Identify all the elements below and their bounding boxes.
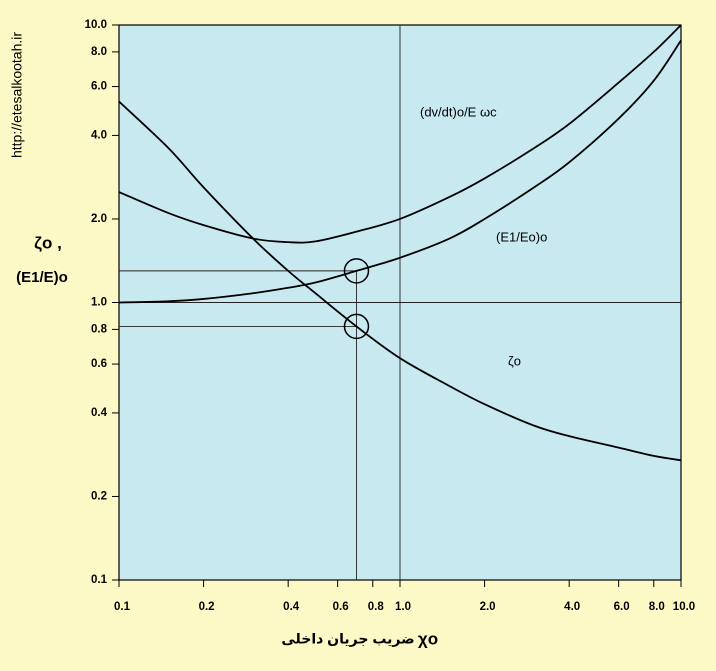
y-tick-label: 6.0 <box>91 81 107 93</box>
y-tick-label: 0.8 <box>91 323 108 335</box>
x-tick-label: 10.0 <box>673 601 695 613</box>
watermark: http://etesalkootah.ir <box>9 32 25 158</box>
y-tick-label: 0.2 <box>91 490 107 502</box>
x-tick-label: 2.0 <box>480 601 496 613</box>
curve-label: (E1/Eo)o <box>496 229 547 244</box>
x-axis-symbol: χo <box>418 629 438 648</box>
x-axis-label: ضریب جریان داخلی <box>281 631 414 648</box>
y-tick-label: 10.0 <box>85 19 107 31</box>
curve <box>118 39 682 304</box>
x-tick-label: 0.6 <box>333 601 349 613</box>
y-tick-label: 2.0 <box>91 213 107 225</box>
x-tick-label: 0.1 <box>114 601 131 613</box>
y-tick-label: 0.4 <box>91 407 108 419</box>
y-tick-label: 8.0 <box>91 46 107 58</box>
x-tick-label: 4.0 <box>564 601 580 613</box>
x-tick-label: 0.2 <box>199 601 215 613</box>
x-tick-label: 6.0 <box>614 601 630 613</box>
y-tick-label: 4.0 <box>91 129 107 141</box>
marker-circle <box>343 258 370 284</box>
y-tick-label: 1.0 <box>91 297 107 309</box>
y-tick-label: 0.1 <box>91 574 108 586</box>
marker-circle <box>343 313 370 340</box>
x-tick-label: 0.8 <box>368 601 385 613</box>
y-axis-label: (E1/E)o <box>16 269 68 286</box>
curve <box>118 100 682 462</box>
x-tick-label: 1.0 <box>395 601 411 613</box>
x-tick-label: 0.4 <box>283 601 300 613</box>
y-axis-label: ζo , <box>34 233 62 252</box>
curve <box>118 24 682 244</box>
y-tick-label: 0.6 <box>91 358 107 370</box>
curve-label: (dv/dt)o/E ωc <box>420 104 497 119</box>
curve-label: ζo <box>508 353 521 368</box>
x-tick-label: 8.0 <box>649 601 665 613</box>
